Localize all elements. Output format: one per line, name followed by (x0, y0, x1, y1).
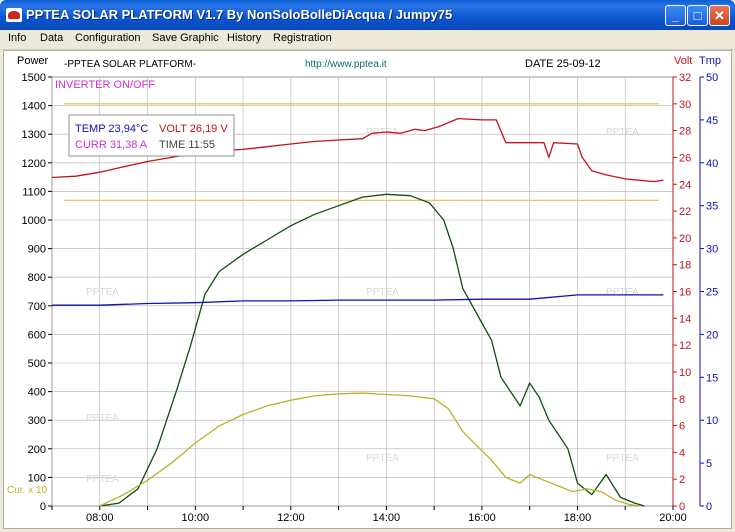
volt-tick-label: 22 (679, 206, 691, 218)
power-tick-label: 200 (28, 444, 46, 456)
solar-chart: PPTEA PPTEA PPTEA PPTEA PPTEA PPTEA PPTEA PPTEA… (7, 55, 721, 524)
temp-series-line (52, 294, 664, 306)
volt-tick-label: 20 (679, 233, 691, 245)
volt-tick-label: 8 (679, 394, 685, 406)
volt-tick-label: 2 (679, 474, 685, 486)
watermark-text: PPTEA (366, 287, 399, 298)
power-tick-label: 0 (40, 501, 46, 513)
temp-tick-label: 15 (706, 372, 718, 384)
menu-save-graphic[interactable]: Save Graphic (152, 32, 219, 44)
time-reading: TIME 11:55 (159, 139, 215, 151)
temp-tick-label: 20 (706, 329, 718, 341)
volt-tick-label: 4 (679, 447, 685, 459)
power-tick-label: 600 (28, 329, 46, 341)
power-tick-label: 1000 (22, 215, 46, 227)
menu-info[interactable]: Info (8, 32, 27, 44)
volt-tick-label: 24 (679, 179, 691, 191)
watermark-text: PPTEA (606, 453, 639, 464)
volt-tick-label: 18 (679, 260, 691, 272)
volt-tick-label: 6 (679, 421, 685, 433)
power-tick-label: 800 (28, 272, 46, 284)
power-series-line (99, 193, 645, 507)
readings-panel: TEMP 23,94°C VOLT 26,19 V CURR 31,38 A T… (68, 114, 235, 157)
volt-tick-label: 26 (679, 152, 691, 164)
watermark-text: PPTEA (366, 453, 399, 464)
temp-tick-label: 25 (706, 287, 718, 299)
volt-reading: VOLT 26,19 V (159, 123, 228, 135)
chart-series (51, 103, 664, 507)
power-tick-label: 1100 (22, 186, 46, 198)
volt-tick-label: 0 (679, 501, 685, 513)
platform-label: -PPTEA SOLAR PLATFORM- (64, 59, 196, 70)
volt-tick-label: 14 (679, 313, 691, 325)
current-series-line (99, 392, 640, 507)
menu-data[interactable]: Data (40, 32, 64, 44)
time-tick-label: 14:00 (373, 512, 401, 524)
minimize-button[interactable]: _ (665, 5, 686, 26)
maximize-button[interactable]: □ (687, 5, 708, 26)
temp-reading: TEMP 23,94°C (75, 123, 148, 135)
volt-tick-label: 12 (679, 340, 691, 352)
temp-tick-label: 10 (706, 415, 718, 427)
time-tick-label: 12:00 (277, 512, 305, 524)
date-label: DATE 25-09-12 (525, 58, 601, 70)
app-logo-icon[interactable] (6, 8, 22, 22)
chart-axes: 0100200300400500600700800900100011001200… (22, 72, 719, 524)
volt-tick-label: 30 (679, 99, 691, 111)
temp-tick-label: 0 (706, 501, 712, 513)
watermark-text: PPTEA (606, 287, 639, 298)
volt-tick-label: 10 (679, 367, 691, 379)
power-tick-label: 100 (28, 472, 46, 484)
volt-tick-label: 32 (679, 72, 691, 84)
watermark-text: PPTEA (606, 127, 639, 138)
chart-grid (51, 76, 674, 507)
power-tick-label: 500 (28, 358, 46, 370)
current-reading: CURR 31,38 A (75, 139, 148, 151)
power-tick-label: 1200 (22, 158, 46, 170)
inverter-toggle-label[interactable]: INVERTER ON/OFF (55, 79, 155, 91)
temp-tick-label: 5 (706, 458, 712, 470)
time-tick-label: 08:00 (86, 512, 114, 524)
power-tick-label: 1300 (22, 129, 46, 141)
window-title: PPTEA SOLAR PLATFORM V1.7 By NonSoloBoll… (26, 7, 453, 22)
time-tick-label: 10:00 (182, 512, 210, 524)
temp-tick-label: 45 (706, 115, 718, 127)
volt-tick-label: 16 (679, 287, 691, 299)
watermark-text: PPTEA (86, 413, 119, 424)
power-tick-label: 1500 (22, 72, 46, 84)
url-link[interactable]: http://www.pptea.it (305, 59, 387, 70)
readings-box (68, 114, 235, 157)
power-tick-label: 700 (28, 301, 46, 313)
power-tick-label: 900 (28, 244, 46, 256)
volt-axis-label: Volt (674, 55, 692, 67)
temp-tick-label: 35 (706, 201, 718, 213)
time-tick-label: 20:00 (659, 512, 687, 524)
power-tick-label: 1400 (22, 101, 46, 113)
temp-axis-label: Tmp (699, 55, 721, 67)
power-tick-label: 300 (28, 415, 46, 427)
volt-tick-label: 28 (679, 126, 691, 138)
chart-area: PPTEA PPTEA PPTEA PPTEA PPTEA PPTEA PPTEA PPTEA… (3, 50, 732, 529)
watermark-text: PPTEA (86, 287, 119, 298)
time-tick-label: 18:00 (564, 512, 592, 524)
power-axis-label: Power (17, 55, 49, 67)
temp-tick-label: 50 (706, 72, 718, 84)
power-tick-label: 400 (28, 387, 46, 399)
time-tick-label: 16:00 (468, 512, 496, 524)
menu-configuration[interactable]: Configuration (75, 32, 141, 44)
temp-tick-label: 30 (706, 244, 718, 256)
title-bar[interactable]: PPTEA SOLAR PLATFORM V1.7 By NonSoloBoll… (0, 0, 735, 30)
menu-registration[interactable]: Registration (273, 32, 332, 44)
watermark-text: PPTEA (86, 474, 119, 485)
menu-bar: Info Data Configuration Save Graphic His… (0, 30, 735, 50)
temp-tick-label: 40 (706, 158, 718, 170)
close-button[interactable]: ✕ (709, 5, 730, 26)
current-axis-label: Cur. x 10 (7, 485, 47, 496)
menu-history[interactable]: History (227, 32, 262, 44)
